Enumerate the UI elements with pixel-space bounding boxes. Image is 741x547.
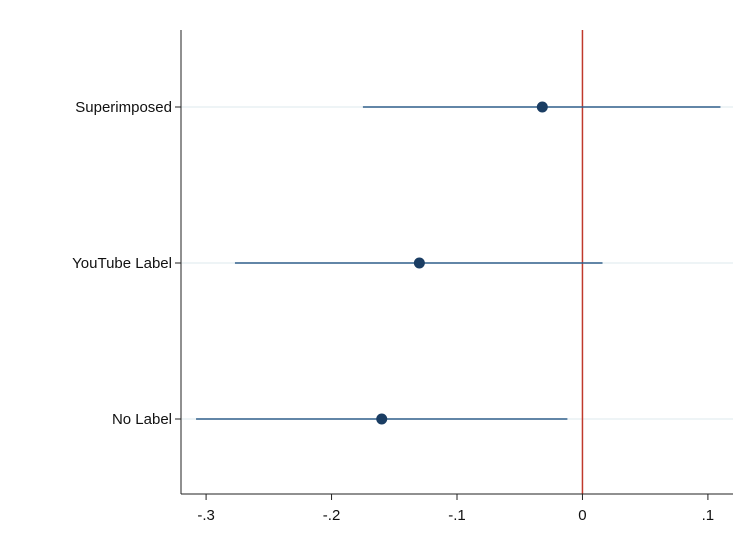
x-tick-label: -.3 (197, 507, 215, 524)
x-tick-label: -.2 (323, 507, 341, 524)
point-estimate-1 (413, 257, 425, 269)
x-tick-label: 0 (578, 507, 586, 524)
point-estimate-2 (376, 413, 388, 425)
y-tick-label: No Label (112, 411, 172, 428)
y-tick-label: YouTube Label (72, 255, 172, 272)
y-tick-label: Superimposed (75, 99, 172, 116)
point-estimates (376, 101, 548, 425)
x-tick-label: -.1 (448, 507, 466, 524)
point-estimate-0 (536, 101, 548, 113)
axes (175, 30, 733, 500)
y-tick-labels: Superimposed YouTube Label No Label (72, 99, 172, 428)
x-tick-label: .1 (702, 507, 715, 524)
x-tick-labels: -.3 -.2 -.1 0 .1 (197, 507, 714, 524)
